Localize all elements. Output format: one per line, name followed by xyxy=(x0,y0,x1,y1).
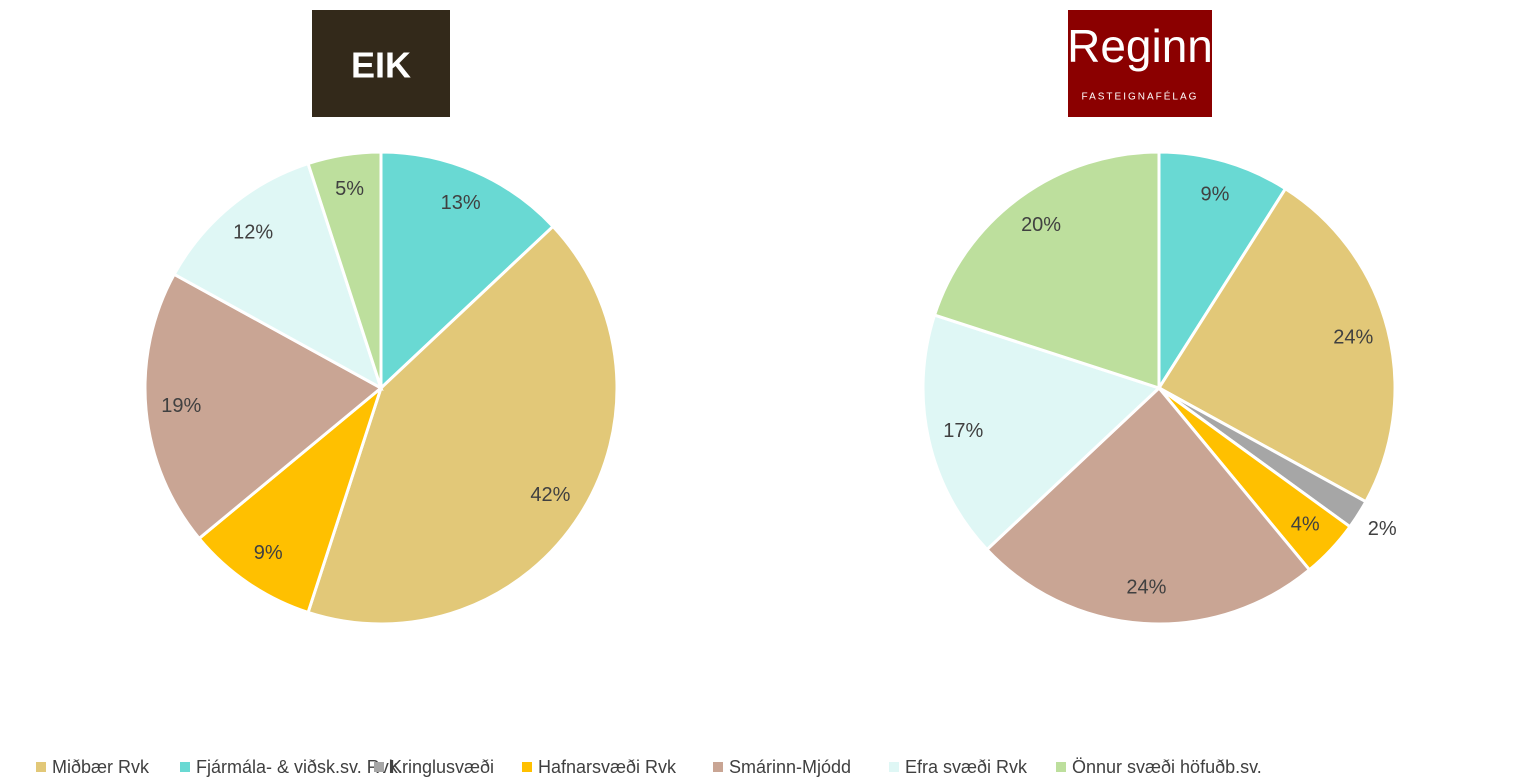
legend-label: Fjármála- & viðsk.sv. Rvk. xyxy=(196,757,403,777)
data-label: 9% xyxy=(1201,184,1230,206)
legend-swatch xyxy=(522,762,532,772)
legend-label: Miðbær Rvk xyxy=(52,757,150,777)
legend-swatch xyxy=(713,762,723,772)
legend-label: Hafnarsvæði Rvk xyxy=(538,757,677,777)
pie-slice xyxy=(379,150,556,392)
legend-swatch xyxy=(374,762,384,772)
pie-slice xyxy=(1157,150,1288,394)
pie-slice xyxy=(306,150,383,389)
pie-slice xyxy=(921,313,1162,552)
pie-slice xyxy=(984,385,1312,626)
legend-swatch xyxy=(1056,762,1066,772)
legend-swatch xyxy=(36,762,46,772)
data-label: 12% xyxy=(233,222,273,244)
legend-label: Efra svæði Rvk xyxy=(905,757,1028,777)
logo-box xyxy=(1068,10,1212,117)
data-label: 20% xyxy=(1021,214,1061,236)
data-label: 42% xyxy=(530,484,570,506)
legend-label: Önnur svæði höfuðb.sv. xyxy=(1072,757,1262,777)
pie-slice xyxy=(1156,186,1397,504)
logo-box xyxy=(312,10,450,117)
data-label: 19% xyxy=(161,395,201,417)
legend-label: Kringlusvæði xyxy=(390,757,494,777)
pie-slice xyxy=(143,272,384,541)
data-label: 17% xyxy=(943,420,983,442)
data-label: 24% xyxy=(1126,576,1166,598)
data-label: 24% xyxy=(1333,326,1373,348)
data-label: 5% xyxy=(335,178,364,200)
legend-swatch xyxy=(889,762,899,772)
logo-text: EIK xyxy=(351,45,411,86)
data-label: 13% xyxy=(441,192,481,214)
pie-slice xyxy=(306,224,619,626)
legend-swatch xyxy=(180,762,190,772)
data-label: 4% xyxy=(1291,514,1320,536)
logo-text: Reginn xyxy=(1067,20,1213,72)
legend-label: Smárinn-Mjódd xyxy=(729,757,851,777)
data-label: 9% xyxy=(254,542,283,564)
data-label: 2% xyxy=(1368,518,1397,540)
pie-slice xyxy=(932,150,1161,391)
pie-slice xyxy=(172,161,384,392)
pie-slice xyxy=(197,383,385,615)
logo-tagline: FASTEIGNAFÉLAG xyxy=(1082,90,1199,103)
